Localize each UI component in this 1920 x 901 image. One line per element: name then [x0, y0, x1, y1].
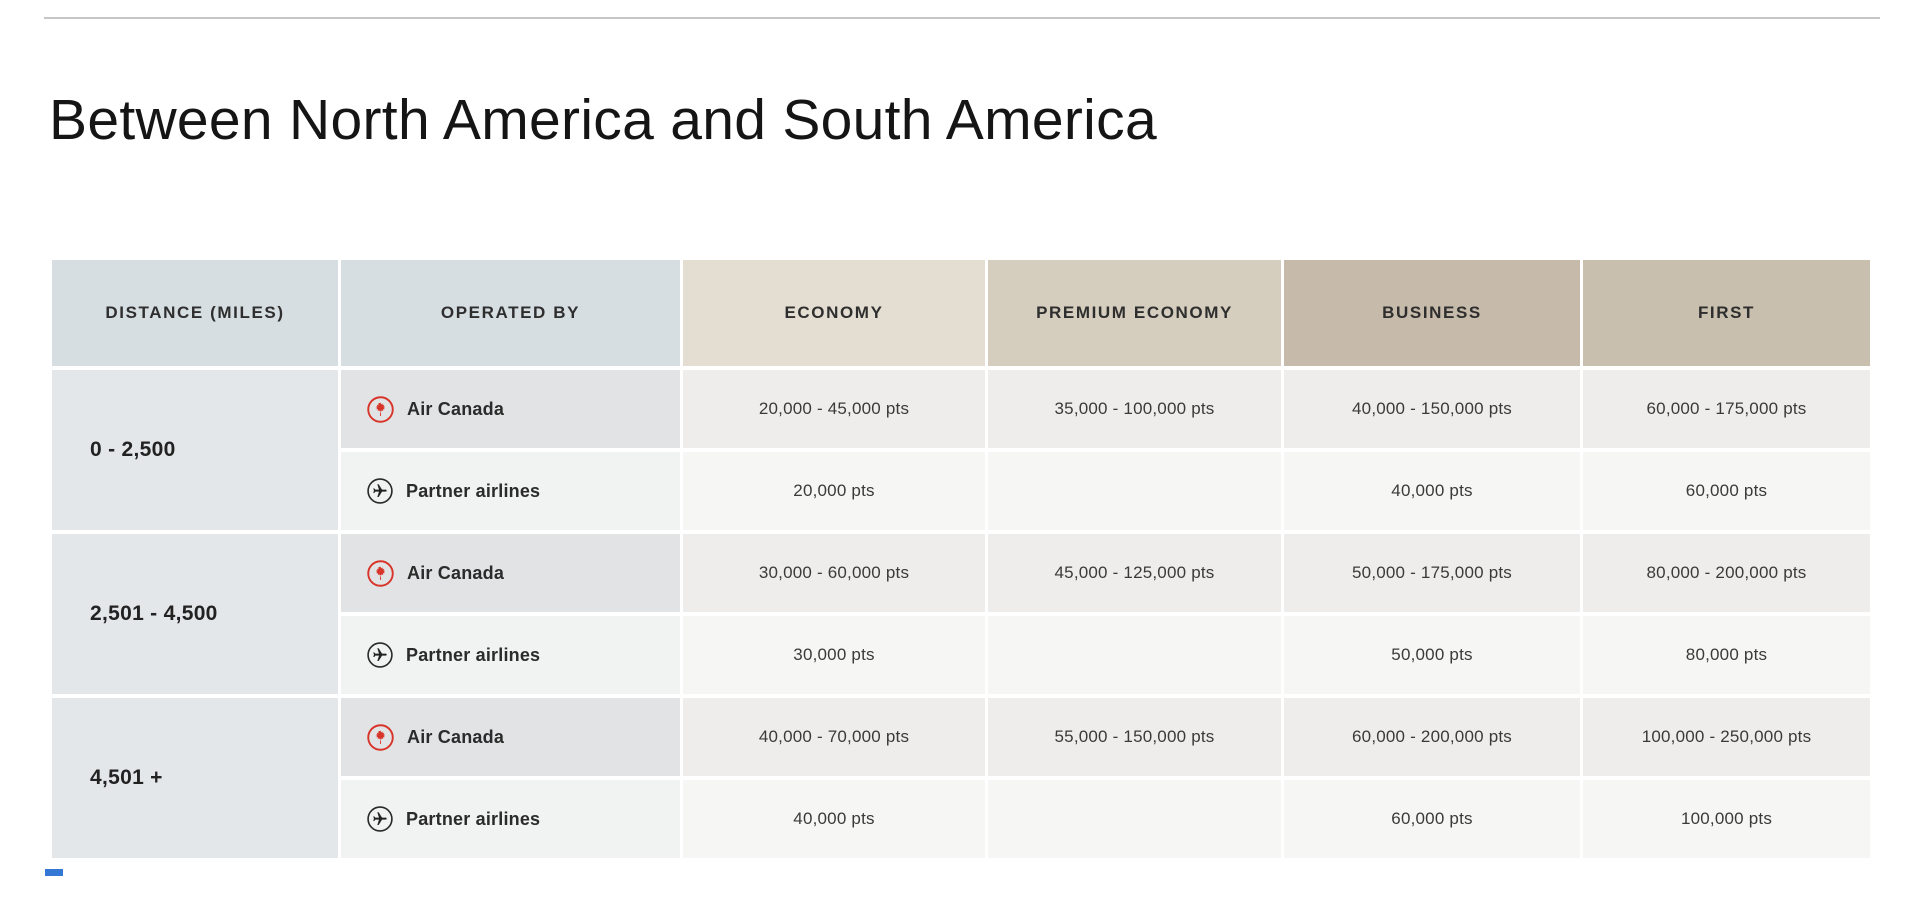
operator-cell: Partner airlines: [341, 780, 680, 858]
top-divider-line: [44, 17, 1880, 19]
header-cell-distance: DISTANCE (MILES): [52, 260, 338, 366]
distance-cell: 2,501 - 4,500: [52, 534, 338, 694]
value-cell-first: 100,000 - 250,000 pts: [1583, 698, 1870, 776]
value-cell-premium-economy: 45,000 - 125,000 pts: [988, 534, 1281, 612]
bottom-left-partial-element: [45, 869, 63, 876]
header-cell-operated-by: OPERATED BY: [341, 260, 680, 366]
value-cell-first: 100,000 pts: [1583, 780, 1870, 858]
partner-airlines-icon: [367, 642, 393, 668]
value-cell-economy: 40,000 pts: [683, 780, 985, 858]
value-cell-premium-economy: [988, 452, 1281, 530]
value-cell-first: 60,000 pts: [1583, 452, 1870, 530]
value-cell-economy: 30,000 - 60,000 pts: [683, 534, 985, 612]
partner-airlines-icon: [367, 806, 393, 832]
operator-cell: Air Canada: [341, 370, 680, 448]
value-cell-economy: 20,000 pts: [683, 452, 985, 530]
operator-label: Air Canada: [407, 398, 505, 419]
page-title: Between North America and South America: [49, 88, 1157, 153]
value-cell-premium-economy: [988, 616, 1281, 694]
header-cell-premium-economy: PREMIUM ECONOMY: [988, 260, 1281, 366]
air-canada-logo-icon: [367, 559, 394, 587]
value-cell-business: 40,000 - 150,000 pts: [1284, 370, 1580, 448]
value-cell-economy: 20,000 - 45,000 pts: [683, 370, 985, 448]
value-cell-business: 60,000 pts: [1284, 780, 1580, 858]
value-cell-business: 40,000 pts: [1284, 452, 1580, 530]
value-cell-premium-economy: [988, 780, 1281, 858]
value-cell-first: 60,000 - 175,000 pts: [1583, 370, 1870, 448]
operator-cell: Air Canada: [341, 534, 680, 612]
value-cell-premium-economy: 55,000 - 150,000 pts: [988, 698, 1281, 776]
air-canada-logo-icon: [367, 723, 394, 751]
value-cell-business: 60,000 - 200,000 pts: [1284, 698, 1580, 776]
award-table: DISTANCE (MILES) OPERATED BY ECONOMY PRE…: [52, 260, 1870, 858]
operator-cell: Partner airlines: [341, 452, 680, 530]
value-cell-economy: 40,000 - 70,000 pts: [683, 698, 985, 776]
header-cell-first: FIRST: [1583, 260, 1870, 366]
operator-cell: Air Canada: [341, 698, 680, 776]
value-cell-economy: 30,000 pts: [683, 616, 985, 694]
value-cell-premium-economy: 35,000 - 100,000 pts: [988, 370, 1281, 448]
value-cell-business: 50,000 - 175,000 pts: [1284, 534, 1580, 612]
partner-airlines-icon: [367, 478, 393, 504]
distance-cell: 4,501 +: [52, 698, 338, 858]
header-cell-economy: ECONOMY: [683, 260, 985, 366]
operator-label: Partner airlines: [406, 644, 541, 665]
distance-cell: 0 - 2,500: [52, 370, 338, 530]
value-cell-first: 80,000 - 200,000 pts: [1583, 534, 1870, 612]
operator-cell: Partner airlines: [341, 616, 680, 694]
operator-label: Air Canada: [407, 726, 505, 747]
operator-label: Air Canada: [407, 562, 505, 583]
value-cell-first: 80,000 pts: [1583, 616, 1870, 694]
air-canada-logo-icon: [367, 395, 394, 423]
header-cell-business: BUSINESS: [1284, 260, 1580, 366]
operator-label: Partner airlines: [406, 480, 541, 501]
operator-label: Partner airlines: [406, 808, 541, 829]
value-cell-business: 50,000 pts: [1284, 616, 1580, 694]
